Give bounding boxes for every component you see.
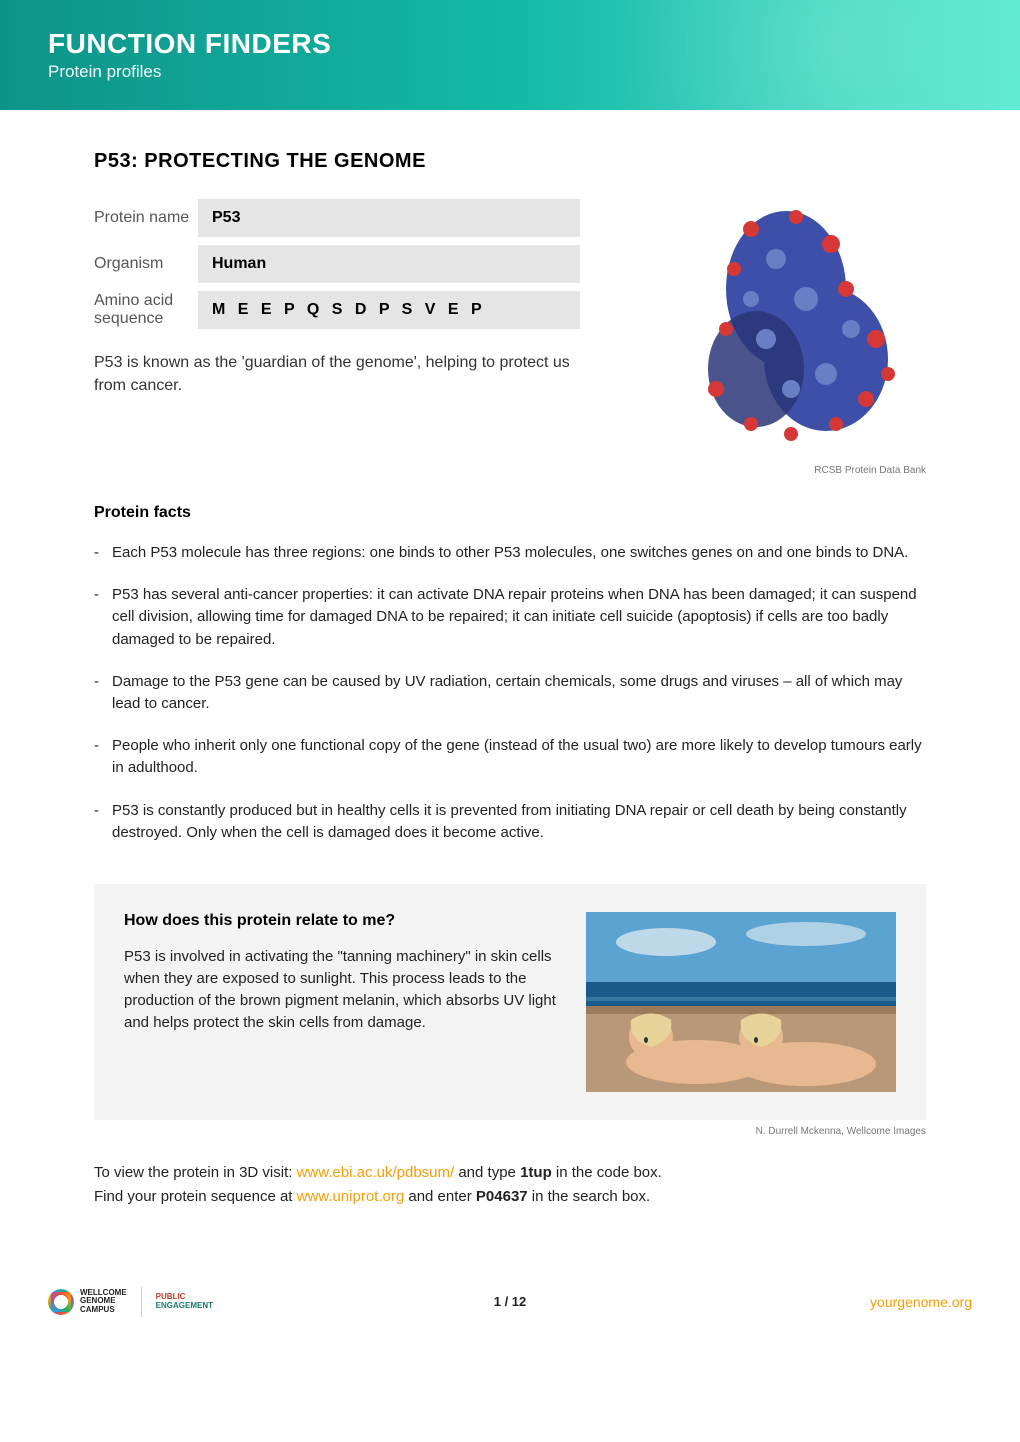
link-line-2: Find your protein sequence at www.unipro…: [94, 1185, 926, 1209]
text: in the search box.: [528, 1188, 651, 1205]
beach-children-illustration: [586, 912, 896, 1092]
main-content: P53: PROTECTING THE GENOME Protein name …: [0, 110, 1020, 1269]
protein-image-credit: RCSB Protein Data Bank: [616, 465, 926, 476]
wellcome-circle-icon: [48, 1289, 74, 1315]
relate-image-credit: N. Durrell Mckenna, Wellcome Images: [94, 1126, 926, 1137]
fact-item: P53 is constantly produced but in health…: [94, 800, 926, 844]
fact-item: P53 has several anti-cancer properties: …: [94, 584, 926, 651]
facts-heading: Protein facts: [94, 504, 926, 522]
info-column: Protein name P53 Organism Human Amino ac…: [94, 199, 580, 397]
uniprot-link[interactable]: www.uniprot.org: [297, 1188, 405, 1205]
facts-list: Each P53 molecule has three regions: one…: [94, 542, 926, 844]
wellcome-logo: WELLCOME GENOME CAMPUS: [48, 1289, 127, 1315]
header-subtitle: Protein profiles: [48, 62, 972, 82]
uniprot-code: P04637: [476, 1188, 528, 1205]
text: and enter: [404, 1188, 476, 1205]
info-row-sequence: Amino acid sequence M E E P Q S D P S V …: [94, 291, 580, 329]
relate-heading: How does this protein relate to me?: [124, 912, 558, 930]
top-row: Protein name P53 Organism Human Amino ac…: [94, 199, 926, 476]
footer: WELLCOME GENOME CAMPUS PUBLIC ENGAGEMENT…: [0, 1269, 1020, 1343]
text: Find your protein sequence at: [94, 1188, 297, 1205]
intro-text: P53 is known as the 'guardian of the gen…: [94, 351, 580, 397]
protein-svg: [656, 199, 926, 459]
pdbsum-link[interactable]: www.ebi.ac.uk/pdbsum/: [297, 1164, 455, 1181]
relate-box: How does this protein relate to me? P53 …: [94, 884, 926, 1120]
page-number: 1 / 12: [494, 1294, 527, 1309]
text: CAMPUS: [80, 1306, 127, 1315]
info-row-organism: Organism Human: [94, 245, 580, 283]
wellcome-logo-text: WELLCOME GENOME CAMPUS: [80, 1289, 127, 1315]
info-value-sequence: M E E P Q S D P S V E P: [198, 291, 580, 329]
info-label: Organism: [94, 255, 198, 273]
text: To view the protein in 3D visit:: [94, 1164, 297, 1181]
protein-structure-image: [656, 199, 926, 459]
info-value-organism: Human: [198, 245, 580, 283]
info-value-protein-name: P53: [198, 199, 580, 237]
info-row-protein-name: Protein name P53: [94, 199, 580, 237]
header-banner: FUNCTION FINDERS Protein profiles: [0, 0, 1020, 110]
fact-item: Each P53 molecule has three regions: one…: [94, 542, 926, 564]
public-engagement-logo: PUBLIC ENGAGEMENT: [156, 1293, 213, 1311]
fact-item: Damage to the P53 gene can be caused by …: [94, 671, 926, 715]
text: in the code box.: [552, 1164, 662, 1181]
logo-divider: [141, 1287, 142, 1317]
relate-text: P53 is involved in activating the "tanni…: [124, 946, 558, 1035]
yourgenome-link[interactable]: yourgenome.org: [870, 1294, 972, 1310]
info-label: Amino acid sequence: [94, 292, 198, 328]
fact-item: People who inherit only one functional c…: [94, 735, 926, 779]
pdb-code: 1tup: [520, 1164, 552, 1181]
relate-image: [586, 912, 896, 1092]
protein-image-column: RCSB Protein Data Bank: [616, 199, 926, 476]
links-block: To view the protein in 3D visit: www.ebi…: [94, 1161, 926, 1209]
text: and type: [454, 1164, 520, 1181]
text: ENGAGEMENT: [156, 1302, 213, 1311]
header-title: FUNCTION FINDERS: [48, 28, 972, 60]
section-title: P53: PROTECTING THE GENOME: [94, 150, 926, 173]
relate-text-column: How does this protein relate to me? P53 …: [124, 912, 558, 1035]
link-line-1: To view the protein in 3D visit: www.ebi…: [94, 1161, 926, 1185]
info-label: Protein name: [94, 209, 198, 227]
